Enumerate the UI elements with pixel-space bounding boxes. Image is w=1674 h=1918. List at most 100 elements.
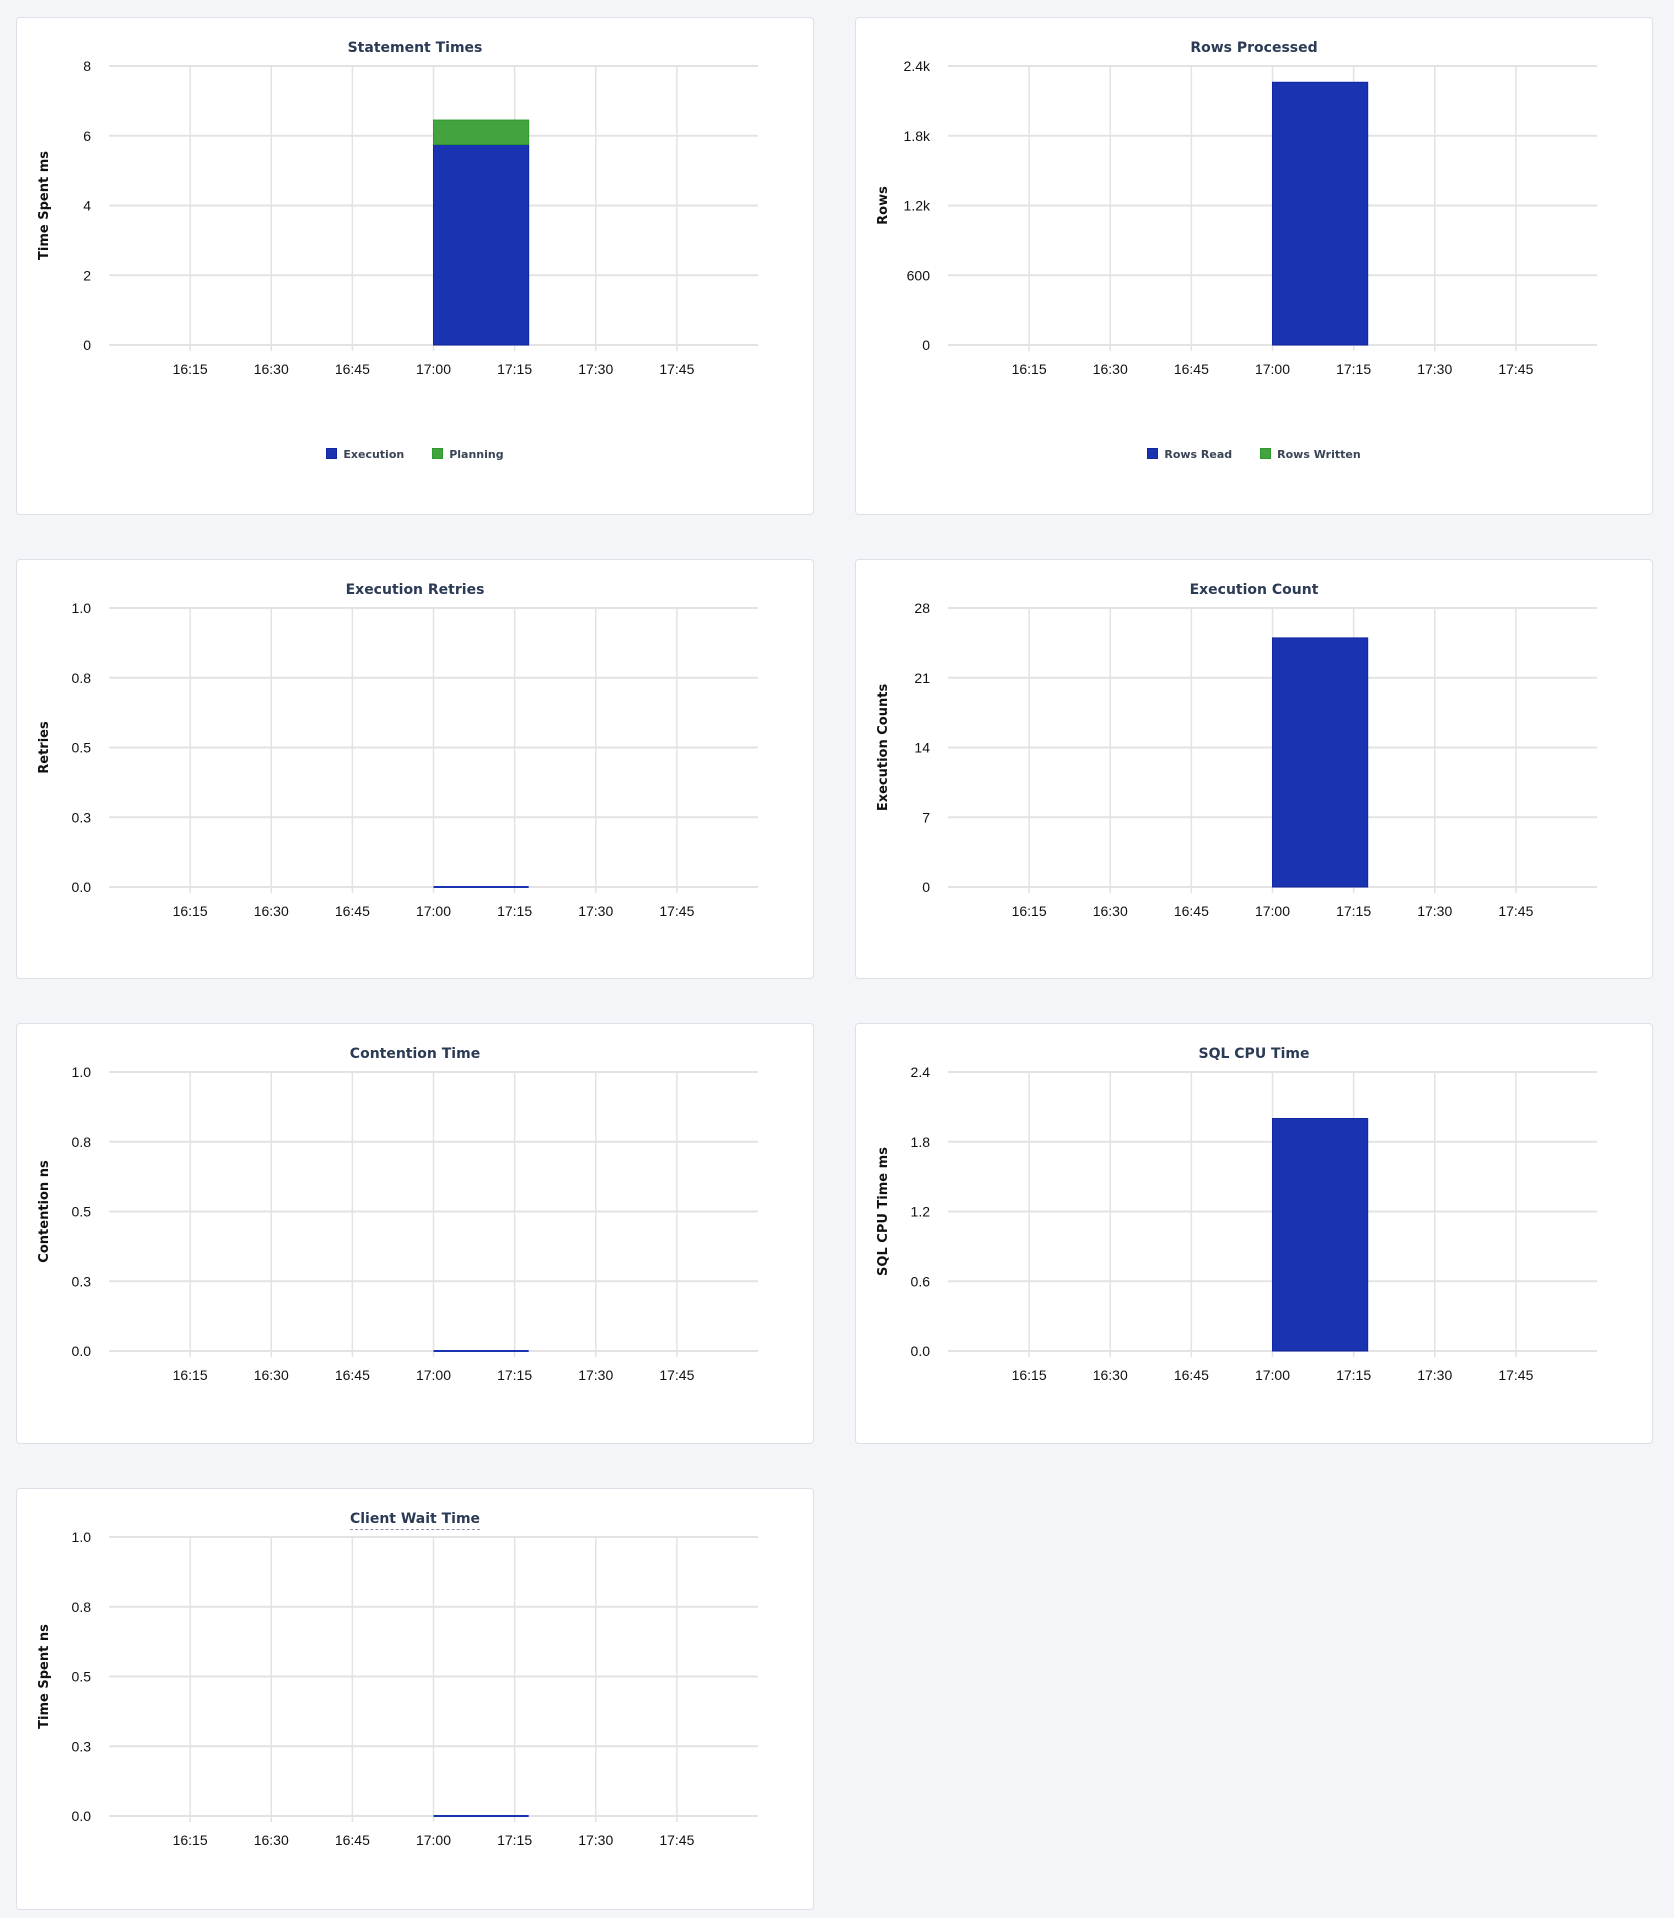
y-tick-label: 1.0 xyxy=(72,1529,92,1545)
bar-value[interactable] xyxy=(1272,1118,1369,1352)
x-tick-label: 16:45 xyxy=(1174,903,1209,919)
x-tick-label: 17:15 xyxy=(497,361,532,377)
chart-plot: 0 7 14 21 28 16:15 16:30 16:45 17:00 17:15 17:30 17… xyxy=(876,600,1597,919)
y-axis-title: Execution Counts xyxy=(876,684,891,812)
y-tick-label: 0.8 xyxy=(72,670,92,686)
chart-title-text: Statement Times xyxy=(347,40,483,56)
chart-card-rows-processed: Rows Processed 0 600 1.2k 1.8k 2.4k 16:15 16:30… xyxy=(855,17,1653,515)
y-tick-label: 2 xyxy=(83,267,91,283)
bar-planning[interactable] xyxy=(433,119,530,145)
x-tick-label: 16:30 xyxy=(254,361,289,377)
chart-title-text[interactable]: Client Wait Time xyxy=(349,1511,481,1530)
y-tick-label: 1.2k xyxy=(904,198,931,214)
chart-title: Execution Count xyxy=(856,582,1652,598)
x-tick-label: 16:30 xyxy=(254,1832,289,1848)
chart-title-text: Contention Time xyxy=(349,1046,481,1062)
chart-card-client-wait-time: Client Wait Time 0.0 0.3 0.5 0.8 1.0 16:15 16:3… xyxy=(16,1488,814,1910)
x-tick-label: 17:30 xyxy=(1417,1367,1452,1383)
x-tick-label: 16:15 xyxy=(173,361,208,377)
x-tick-label: 17:00 xyxy=(1255,361,1290,377)
x-tick-label: 17:15 xyxy=(1336,903,1371,919)
x-tick-label: 16:45 xyxy=(1174,361,1209,377)
chart-card-sql-cpu-time: SQL CPU Time 0.0 0.6 1.2 1.8 2.4 16:15 16:30 16:… xyxy=(855,1023,1653,1444)
chart-title: Client Wait Time xyxy=(17,1511,813,1530)
legend-item-rows-read[interactable]: Rows Read xyxy=(1147,448,1232,461)
y-tick-label: 1.0 xyxy=(72,600,92,616)
x-tick-label: 16:15 xyxy=(1012,903,1047,919)
x-tick-label: 16:30 xyxy=(254,1367,289,1383)
chart-plot: 0.0 0.3 0.5 0.8 1.0 16:15 16:30 16:45 17:00 17:15… xyxy=(37,600,758,919)
x-tick-label: 16:45 xyxy=(335,361,370,377)
y-tick-label: 0.6 xyxy=(911,1273,931,1289)
y-tick-label: 0.3 xyxy=(72,1738,92,1754)
bar-value[interactable] xyxy=(1272,637,1369,888)
x-tick-label: 17:15 xyxy=(1336,361,1371,377)
legend-label: Execution xyxy=(343,448,405,461)
y-tick-label: 1.0 xyxy=(72,1064,92,1080)
x-tick-label: 17:45 xyxy=(1498,1367,1533,1383)
x-tick-label: 16:45 xyxy=(1174,1367,1209,1383)
x-tick-label: 17:15 xyxy=(497,1367,532,1383)
y-axis-title: Rows xyxy=(876,186,891,225)
legend-item-planning[interactable]: Planning xyxy=(432,448,504,461)
y-tick-label: 1.8 xyxy=(911,1134,931,1150)
x-tick-label: 17:30 xyxy=(578,1832,613,1848)
y-tick-label: 28 xyxy=(914,600,930,616)
chart-title: Rows Processed xyxy=(856,40,1652,56)
y-axis-title: Time Spent ms xyxy=(37,151,52,260)
x-tick-label: 17:45 xyxy=(1498,361,1533,377)
chart-title-text: Rows Processed xyxy=(1190,40,1318,56)
x-tick-label: 17:30 xyxy=(578,1367,613,1383)
bar-rows-read[interactable] xyxy=(1272,81,1369,346)
y-axis-title: Contention ns xyxy=(37,1160,52,1263)
x-tick-label: 17:15 xyxy=(497,1832,532,1848)
x-tick-label: 16:15 xyxy=(173,1367,208,1383)
x-tick-label: 17:00 xyxy=(416,903,451,919)
chart-card-statement-times: Statement Times 0 2 4 6 8 16:15 16:30 16:45 17:00… xyxy=(16,17,814,515)
legend-swatch xyxy=(1260,448,1272,459)
x-tick-label: 17:15 xyxy=(497,903,532,919)
chart-title-text: SQL CPU Time xyxy=(1198,1046,1310,1062)
x-tick-label: 16:30 xyxy=(1093,1367,1128,1383)
x-tick-label: 17:45 xyxy=(1498,903,1533,919)
chart-plot: 0 600 1.2k 1.8k 2.4k 16:15 16:30 16:45 17:00 17:1… xyxy=(876,58,1597,377)
y-tick-label: 0.5 xyxy=(72,740,92,756)
y-tick-label: 0.5 xyxy=(72,1669,92,1685)
y-axis-title: SQL CPU Time ms xyxy=(876,1147,891,1276)
chart-title: SQL CPU Time xyxy=(856,1046,1652,1062)
y-tick-label: 0.5 xyxy=(72,1204,92,1220)
y-tick-label: 0.0 xyxy=(72,879,92,895)
chart-card-execution-retries: Execution Retries 0.0 0.3 0.5 0.8 1.0 16:15 16:… xyxy=(16,559,814,979)
y-tick-label: 0.0 xyxy=(72,1343,92,1359)
chart-plot: 0 2 4 6 8 16:15 16:30 16:45 17:00 17:15 17:30 17:45… xyxy=(37,58,758,377)
x-tick-label: 16:30 xyxy=(1093,361,1128,377)
chart-title: Statement Times xyxy=(17,40,813,56)
y-tick-label: 14 xyxy=(914,740,930,756)
x-tick-label: 17:00 xyxy=(1255,1367,1290,1383)
x-tick-label: 17:00 xyxy=(416,1832,451,1848)
y-tick-label: 6 xyxy=(83,128,91,144)
y-tick-label: 7 xyxy=(922,809,930,825)
legend-item-rows-written[interactable]: Rows Written xyxy=(1260,448,1361,461)
chart-plot: 0.0 0.6 1.2 1.8 2.4 16:15 16:30 16:45 17:00 17:15… xyxy=(876,1064,1597,1383)
y-axis-title: Time Spent ns xyxy=(37,1624,52,1729)
y-tick-label: 600 xyxy=(907,267,931,283)
y-tick-label: 1.2 xyxy=(911,1204,931,1220)
chart-plot: 0.0 0.3 0.5 0.8 1.0 16:15 16:30 16:45 17:00 17:15… xyxy=(37,1529,758,1848)
legend-swatch xyxy=(432,448,444,459)
x-tick-label: 16:15 xyxy=(173,1832,208,1848)
bar-execution[interactable] xyxy=(433,143,530,346)
x-tick-label: 17:45 xyxy=(659,361,694,377)
y-tick-label: 8 xyxy=(83,58,91,74)
x-tick-label: 17:30 xyxy=(578,361,613,377)
x-tick-label: 17:00 xyxy=(416,1367,451,1383)
y-tick-label: 0.8 xyxy=(72,1599,92,1615)
y-tick-label: 0.8 xyxy=(72,1134,92,1150)
legend-swatch xyxy=(1147,448,1159,459)
y-tick-label: 2.4k xyxy=(904,58,931,74)
chart-title: Contention Time xyxy=(17,1046,813,1062)
legend-item-execution[interactable]: Execution xyxy=(326,448,404,461)
x-tick-label: 16:30 xyxy=(254,903,289,919)
x-tick-label: 17:45 xyxy=(659,1832,694,1848)
x-tick-label: 17:30 xyxy=(1417,361,1452,377)
